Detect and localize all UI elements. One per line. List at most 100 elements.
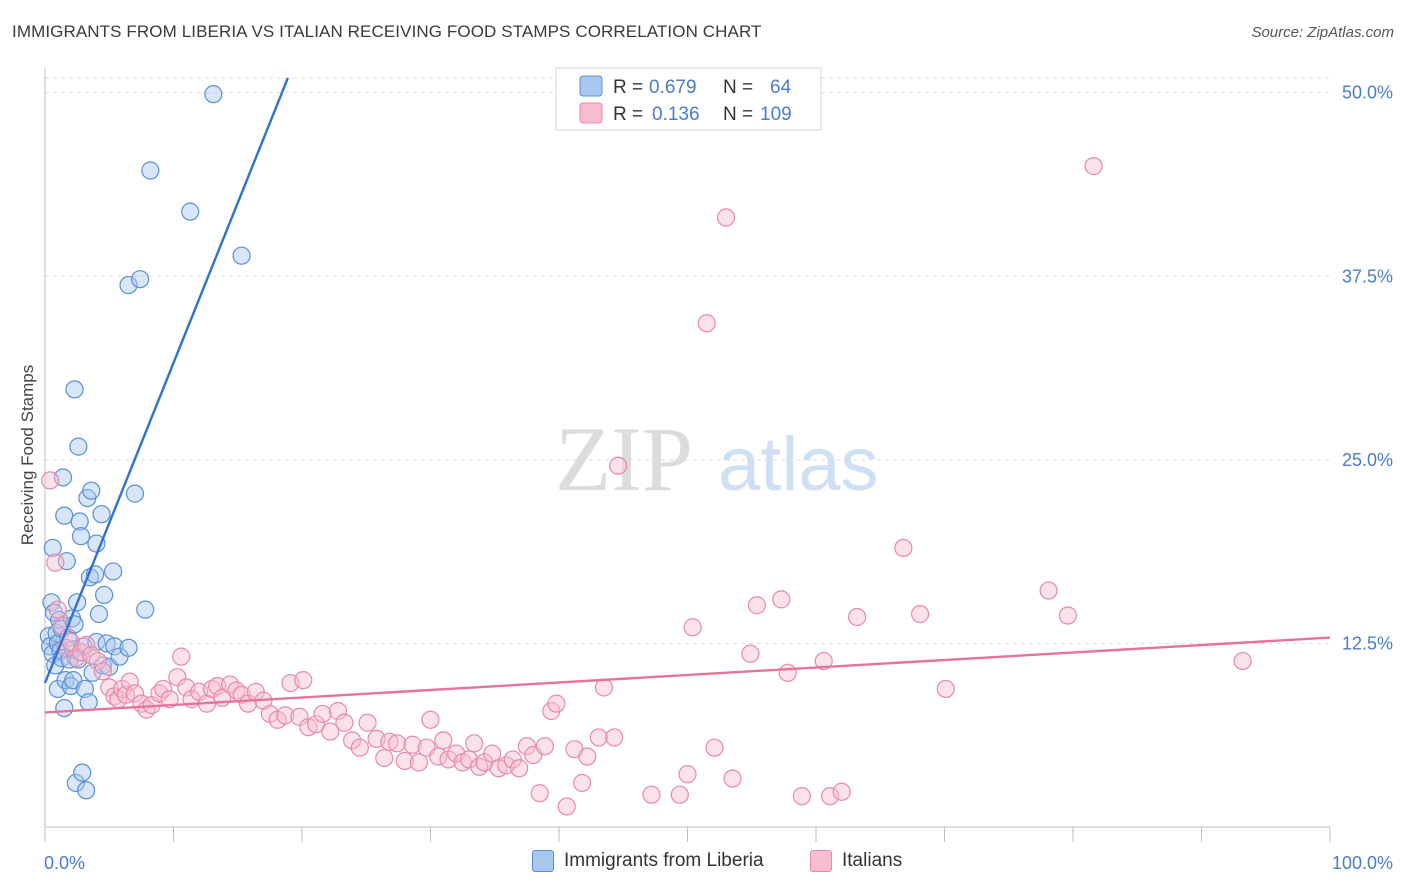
stats-n-value-2: 109 bbox=[760, 104, 792, 125]
liberia-point bbox=[130, 270, 150, 289]
italians-point bbox=[589, 728, 608, 747]
watermark-atlas: atlas bbox=[718, 422, 879, 507]
x-tick-label-min: 0.0% bbox=[44, 853, 85, 873]
italians-point bbox=[670, 785, 689, 804]
italians-point bbox=[434, 731, 453, 750]
italians-point bbox=[573, 773, 592, 793]
italians-point bbox=[772, 590, 791, 609]
italians-point bbox=[41, 471, 60, 490]
italians-point bbox=[160, 690, 179, 709]
liberia-point bbox=[141, 161, 160, 180]
liberia-point bbox=[95, 585, 114, 605]
series-swatch-italians bbox=[810, 850, 832, 872]
italians-point bbox=[910, 604, 930, 624]
italians-point bbox=[716, 208, 736, 227]
grid-lines: 12.5% 25.0% 37.5% 50.0% bbox=[45, 77, 1393, 653]
italians-point bbox=[1058, 606, 1077, 625]
italians-point bbox=[358, 713, 377, 732]
liberia-point bbox=[119, 638, 138, 657]
stats-r-value-1: 0.679 bbox=[649, 77, 697, 98]
liberia-point bbox=[119, 275, 138, 295]
italians-point bbox=[547, 694, 566, 713]
chart-title: IMMIGRANTS FROM LIBERIA VS ITALIAN RECEI… bbox=[12, 22, 762, 41]
italians-point bbox=[1039, 581, 1058, 600]
italians-point bbox=[421, 710, 440, 729]
liberia-point bbox=[43, 538, 62, 558]
italians-point bbox=[821, 787, 840, 806]
stats-r-value-2: 0.136 bbox=[652, 104, 700, 125]
italians-point bbox=[557, 797, 576, 816]
liberia-point bbox=[66, 773, 85, 793]
italians-point bbox=[77, 635, 96, 654]
italians-point bbox=[741, 644, 760, 663]
italians-point bbox=[328, 701, 348, 721]
y-tick-label: 50.0% bbox=[1342, 83, 1393, 103]
liberia-point bbox=[70, 512, 89, 531]
stats-n-value-1: 64 bbox=[770, 77, 792, 98]
liberia-point bbox=[65, 380, 84, 399]
liberia-point bbox=[125, 484, 145, 503]
italians-point bbox=[535, 737, 554, 756]
italians-point bbox=[778, 663, 797, 682]
liberia-point bbox=[82, 481, 101, 500]
series-legend-label-liberia: Immigrants from Liberia bbox=[564, 850, 764, 871]
italians-point bbox=[530, 784, 549, 803]
series-legend: Immigrants from Liberia Italians bbox=[0, 850, 1406, 880]
liberia-point bbox=[55, 698, 74, 718]
liberia-point bbox=[69, 437, 88, 456]
stats-legend: R = 0.679 N = 64 R = 0.136 N = 109 bbox=[555, 67, 822, 131]
italians-point bbox=[936, 679, 955, 699]
italians-point bbox=[510, 759, 529, 778]
italians-point bbox=[88, 651, 107, 671]
italians-point bbox=[168, 668, 187, 687]
italians-point bbox=[350, 738, 369, 757]
source-label: Source: ZipAtlas.com bbox=[1251, 24, 1394, 41]
italians-point bbox=[172, 647, 191, 666]
italians-point bbox=[387, 734, 407, 753]
italians-point bbox=[747, 596, 766, 615]
italians-point bbox=[705, 738, 724, 757]
italians-point bbox=[276, 706, 295, 725]
italians-point bbox=[290, 707, 309, 726]
italians-point bbox=[375, 748, 394, 768]
liberia-point bbox=[204, 85, 223, 104]
italians-point bbox=[465, 734, 484, 753]
liberia-point bbox=[104, 562, 123, 581]
y-tick-label: 12.5% bbox=[1342, 633, 1393, 653]
italians-point bbox=[294, 671, 313, 690]
italians-point bbox=[429, 747, 448, 766]
liberia-point bbox=[56, 671, 75, 690]
liberia-point bbox=[92, 505, 111, 524]
italians-point bbox=[409, 753, 429, 772]
x-tick-label-max: 100.0% bbox=[1332, 853, 1393, 873]
italians-point bbox=[678, 765, 697, 784]
series-legend-item-italians: Italians bbox=[810, 850, 902, 872]
italians-point bbox=[1084, 157, 1103, 176]
italians-point bbox=[380, 732, 399, 751]
liberia-point bbox=[181, 202, 200, 221]
italians-point bbox=[683, 618, 702, 637]
liberia-point bbox=[71, 527, 91, 546]
italians-point bbox=[307, 715, 326, 734]
italians-point bbox=[894, 538, 913, 558]
italians-point bbox=[814, 651, 833, 671]
liberia-point bbox=[79, 693, 98, 712]
stats-swatch-blue bbox=[579, 75, 603, 97]
italians-point bbox=[578, 747, 597, 766]
italians-point bbox=[46, 553, 65, 572]
italians-point bbox=[125, 684, 145, 703]
italians-point bbox=[1233, 651, 1252, 671]
y-tick-label: 37.5% bbox=[1342, 266, 1393, 286]
liberia-point bbox=[89, 604, 109, 624]
italians-point bbox=[321, 722, 340, 741]
liberia-point bbox=[55, 506, 74, 525]
y-tick-label: 25.0% bbox=[1342, 450, 1393, 470]
italians-point bbox=[723, 769, 742, 788]
series-legend-label-italians: Italians bbox=[842, 850, 903, 871]
italians-point bbox=[832, 782, 851, 801]
stats-n-label-1: N = bbox=[723, 77, 753, 98]
italians-point bbox=[609, 456, 628, 475]
italians-point bbox=[403, 735, 422, 754]
watermark: ZIP atlas bbox=[555, 408, 879, 510]
italians-point bbox=[459, 750, 479, 769]
